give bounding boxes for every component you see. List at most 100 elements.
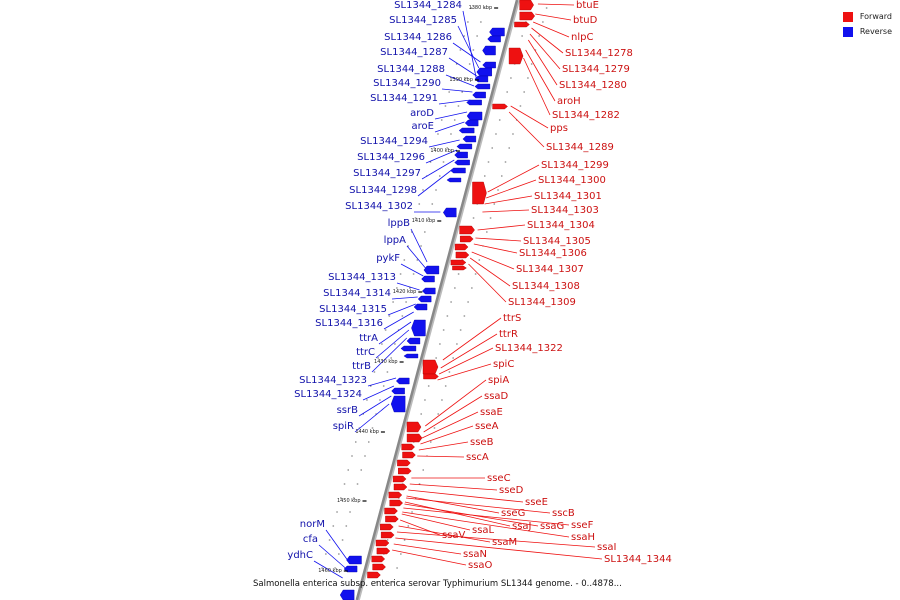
reverse-feature-block[interactable] [406, 337, 421, 345]
forward-gene-label[interactable]: SL1344_1279 [562, 64, 630, 75]
reverse-feature-block[interactable] [346, 555, 362, 565]
reverse-gene-label[interactable]: spiR [333, 421, 354, 432]
forward-gene-label[interactable]: sseD [499, 485, 524, 496]
reverse-feature-block[interactable] [390, 395, 406, 413]
forward-feature-block[interactable] [384, 507, 398, 515]
forward-gene-label[interactable]: SL1344_1344 [604, 554, 672, 565]
forward-gene-label[interactable]: ssaN [463, 549, 487, 560]
reverse-gene-label[interactable]: aroE [412, 121, 434, 132]
forward-gene-label[interactable]: ssaI [597, 542, 617, 553]
forward-gene-label[interactable]: spiC [493, 359, 514, 370]
forward-feature-block[interactable] [450, 259, 467, 266]
reverse-gene-label[interactable]: SL1344_1287 [380, 47, 448, 58]
forward-gene-label[interactable]: SL1344_1322 [495, 343, 563, 354]
forward-feature-block[interactable] [406, 421, 422, 433]
forward-feature-block[interactable] [376, 547, 391, 555]
forward-feature-block[interactable] [508, 47, 524, 65]
reverse-feature-block[interactable] [417, 295, 432, 303]
reverse-gene-label[interactable]: SL1344_1290 [373, 78, 441, 89]
forward-feature-block[interactable] [514, 21, 530, 28]
forward-feature-block[interactable] [406, 433, 423, 443]
forward-feature-block[interactable] [402, 451, 416, 459]
forward-gene-label[interactable]: ssaV [442, 530, 466, 541]
reverse-feature-block[interactable] [462, 135, 477, 143]
reverse-gene-label[interactable]: SL1344_1313 [328, 272, 396, 283]
reverse-feature-block[interactable] [411, 319, 426, 337]
forward-feature-block[interactable] [422, 359, 439, 375]
forward-feature-block[interactable] [454, 243, 469, 251]
reverse-feature-block[interactable] [454, 159, 470, 166]
forward-gene-label[interactable]: sseE [525, 497, 548, 508]
reverse-feature-block[interactable] [443, 207, 457, 218]
reverse-feature-block[interactable] [482, 45, 496, 56]
forward-feature-block[interactable] [372, 563, 386, 571]
reverse-gene-label[interactable]: SL1344_1284 [394, 0, 462, 11]
forward-feature-block[interactable] [380, 531, 395, 539]
forward-gene-label[interactable]: spiA [488, 375, 509, 386]
forward-gene-label[interactable]: btuE [576, 0, 599, 11]
forward-feature-block[interactable] [472, 181, 487, 205]
forward-gene-label[interactable]: SL1344_1306 [519, 248, 587, 259]
forward-feature-block[interactable] [459, 225, 475, 235]
forward-gene-label[interactable]: ssaG [540, 521, 564, 532]
reverse-gene-label[interactable]: lppA [384, 235, 406, 246]
forward-gene-label[interactable]: SL1344_1300 [538, 175, 606, 186]
reverse-feature-block[interactable] [403, 353, 419, 359]
reverse-gene-label[interactable]: SL1344_1323 [299, 375, 367, 386]
reverse-feature-block[interactable] [487, 35, 501, 43]
forward-feature-block[interactable] [401, 443, 415, 451]
reverse-gene-label[interactable]: SL1344_1324 [294, 389, 362, 400]
reverse-feature-block[interactable] [474, 83, 491, 90]
forward-gene-label[interactable]: ssaE [480, 407, 503, 418]
forward-feature-block[interactable] [519, 0, 534, 11]
reverse-gene-label[interactable]: ydhC [287, 550, 313, 561]
reverse-gene-label[interactable]: SL1344_1315 [319, 304, 387, 315]
forward-gene-label[interactable]: ssaD [484, 391, 509, 402]
forward-gene-label[interactable]: aroH [557, 96, 581, 107]
forward-gene-label[interactable]: ssaM [492, 537, 517, 548]
reverse-feature-block[interactable] [458, 127, 475, 134]
forward-gene-label[interactable]: SL1344_1304 [527, 220, 595, 231]
forward-feature-block[interactable] [423, 373, 439, 380]
reverse-feature-block[interactable] [466, 111, 483, 121]
reverse-feature-block[interactable] [395, 377, 410, 385]
reverse-gene-label[interactable]: SL1344_1285 [389, 15, 457, 26]
reverse-feature-block[interactable] [400, 345, 417, 352]
forward-feature-block[interactable] [367, 571, 381, 579]
forward-gene-label[interactable]: sscB [552, 508, 575, 519]
forward-feature-block[interactable] [492, 103, 508, 110]
forward-feature-block[interactable] [452, 265, 467, 271]
reverse-gene-label[interactable]: SL1344_1297 [353, 168, 421, 179]
reverse-gene-label[interactable]: pykF [376, 253, 400, 264]
forward-gene-label[interactable]: SL1344_1299 [541, 160, 609, 171]
forward-gene-label[interactable]: ssaO [468, 560, 493, 571]
forward-feature-block[interactable] [389, 499, 403, 507]
reverse-gene-label[interactable]: SL1344_1314 [323, 288, 391, 299]
forward-gene-label[interactable]: sseB [470, 437, 494, 448]
forward-gene-label[interactable]: pps [550, 123, 568, 134]
forward-gene-label[interactable]: SL1344_1280 [559, 80, 627, 91]
forward-gene-label[interactable]: SL1344_1301 [534, 191, 602, 202]
forward-feature-block[interactable] [375, 539, 390, 547]
forward-gene-label[interactable]: SL1344_1309 [508, 297, 576, 308]
reverse-feature-block[interactable] [464, 119, 479, 127]
forward-gene-label[interactable]: SL1344_1278 [565, 48, 633, 59]
forward-feature-block[interactable] [519, 11, 535, 21]
forward-gene-label[interactable]: SL1344_1303 [531, 205, 599, 216]
forward-gene-label[interactable]: ssaL [472, 525, 495, 536]
reverse-gene-label[interactable]: SL1344_1316 [315, 318, 383, 329]
forward-feature-block[interactable] [388, 491, 403, 499]
reverse-feature-block[interactable] [422, 287, 436, 295]
reverse-feature-block[interactable] [446, 177, 462, 183]
forward-gene-label[interactable]: sscA [466, 452, 489, 463]
reverse-feature-block[interactable] [456, 143, 473, 150]
reverse-gene-label[interactable]: SL1344_1302 [345, 201, 413, 212]
reverse-feature-block[interactable] [454, 151, 468, 159]
reverse-feature-block[interactable] [450, 167, 466, 174]
reverse-gene-label[interactable]: SL1344_1288 [377, 64, 445, 75]
forward-feature-block[interactable] [393, 483, 408, 491]
reverse-gene-label[interactable]: norM [300, 519, 325, 530]
reverse-gene-label[interactable]: ttrA [359, 333, 378, 344]
forward-gene-label[interactable]: SL1344_1305 [523, 236, 591, 247]
forward-gene-label[interactable]: btuD [573, 15, 598, 26]
